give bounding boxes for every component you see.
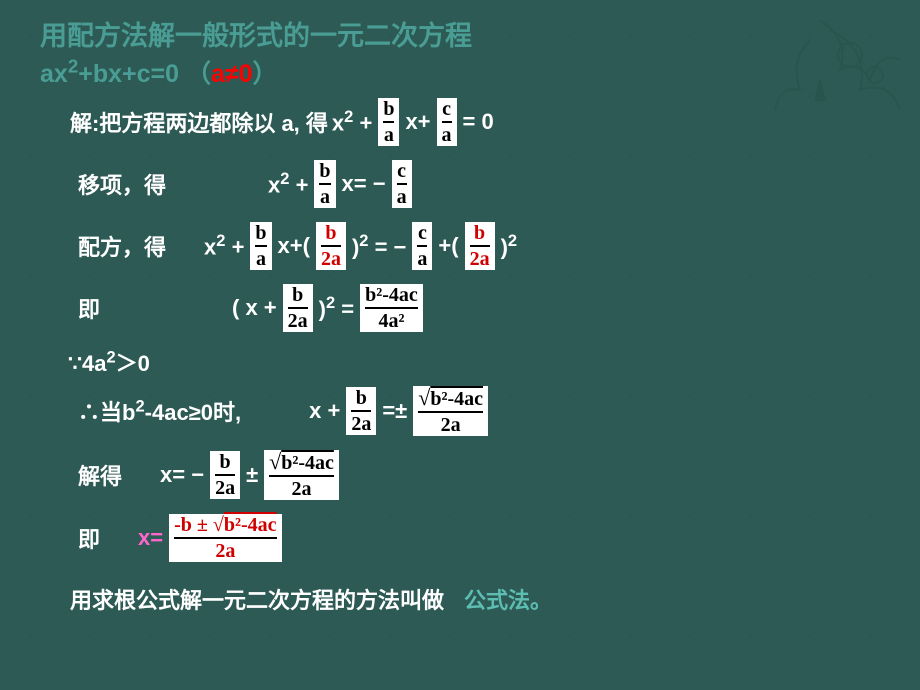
frac-sqrt-disc-2: √b²-4ac2a [264, 450, 339, 500]
frac-b-over-2a-red-1: b2a [316, 222, 346, 270]
s1-xplus: x+ [405, 109, 430, 135]
step-solve: 解得 x= − b2a ± √b²-4ac2a [78, 450, 880, 500]
s7-xeq: x= [138, 525, 163, 551]
frac-b-over-2a-3: b2a [210, 451, 240, 499]
condition-4a2: ∵4a2＞0 [68, 346, 880, 378]
s5-eqpm: =± [382, 398, 407, 424]
c1-gt0: ＞0 [116, 351, 150, 376]
therefore-sym: ∴ [78, 400, 100, 425]
step2-label: 移项，得 [78, 168, 166, 200]
step6-label: 解得 [78, 459, 122, 491]
conclusion-text: 用求根公式解一元二次方程的方法叫做 [70, 583, 444, 615]
conclusion-method: 公式法。 [464, 583, 552, 615]
step-formula: 即 x= -b ± √b²-4ac 2a [78, 514, 880, 562]
frac-quadratic-formula: -b ± √b²-4ac 2a [169, 514, 281, 562]
frac-sqrt-disc-1: √b²-4ac2a [413, 386, 488, 436]
title-bxc: +bx+c=0 [78, 60, 186, 88]
step-divide: 解:把方程两边都除以 a, 得 x2 + ba x+ ca = 0 [70, 98, 880, 146]
s3-xplus: x+( [278, 233, 310, 259]
frac-b-over-a-1: ba [378, 98, 399, 146]
s1-plus: + [353, 111, 372, 136]
s6-pm: ± [246, 462, 258, 488]
s3-eqneg: = − [368, 235, 406, 260]
step-squared-form: 即 ( x + b2a )2 = b²-4ac4a² [78, 284, 880, 332]
step1-label: 解:把方程两边都除以 a, 得 [70, 106, 328, 138]
frac-b-over-a-2: ba [314, 160, 335, 208]
frac-b-over-2a-1: b2a [283, 284, 313, 332]
s1-x: x [332, 111, 344, 136]
c1-4a: 4a [82, 351, 106, 376]
title-line2: ax2+bx+c=0 （a≠0） [40, 54, 880, 90]
s4-xplus: ( x + [232, 295, 277, 321]
s4-close: ) [319, 297, 326, 322]
s5-xplus: x + [309, 398, 340, 424]
frac-b-over-2a-red-2: b2a [465, 222, 495, 270]
s3-plus2: +( [438, 233, 458, 259]
c2-b: 当b [100, 400, 135, 425]
s6-xeq: x= − [160, 462, 204, 488]
c2-rest: -4ac≥0时, [145, 400, 241, 425]
s2-eq: x= − [342, 171, 386, 197]
frac-discriminant-4a2: b²-4ac4a² [360, 284, 423, 332]
step-move: 移项，得 x2 + ba x= − ca [78, 160, 880, 208]
step4-label: 即 [78, 292, 100, 324]
frac-b-over-2a-2: b2a [346, 387, 376, 435]
paren-l: （ [186, 60, 211, 88]
step-complete-square: 配方，得 x2 + ba x+( b2a )2 = − ca +( b2a )2 [78, 222, 880, 270]
frac-c-over-a-1: ca [437, 98, 457, 146]
s3-close2: ) [501, 235, 508, 260]
step3-label: 配方，得 [78, 230, 166, 262]
frac-c-over-a-2: ca [392, 160, 412, 208]
s3-plus: + [225, 235, 244, 260]
title-cond: a≠0 [211, 60, 253, 88]
conclusion: 用求根公式解一元二次方程的方法叫做 公式法。 [70, 576, 880, 622]
paren-r: ） [253, 60, 278, 88]
step7-label: 即 [78, 522, 100, 554]
frac-b-over-a-3: ba [250, 222, 271, 270]
frac-c-over-a-3: ca [412, 222, 432, 270]
s4-eq: = [335, 297, 354, 322]
title-ax: ax [40, 60, 68, 88]
slide-content: 用配方法解一般形式的一元二次方程 ax2+bx+c=0 （a≠0） 解:把方程两… [0, 0, 920, 646]
s1-eq0: = 0 [463, 109, 494, 135]
s2-plus: + [289, 173, 308, 198]
s3-x: x [204, 235, 216, 260]
because-sym: ∵ [68, 351, 82, 376]
s2-x: x [268, 173, 280, 198]
title-line1: 用配方法解一般形式的一元二次方程 [40, 18, 880, 54]
title-exp: 2 [68, 56, 78, 77]
condition-discriminant: ∴当b2-4ac≥0时, x + b2a =± √b²-4ac2a [78, 386, 880, 436]
